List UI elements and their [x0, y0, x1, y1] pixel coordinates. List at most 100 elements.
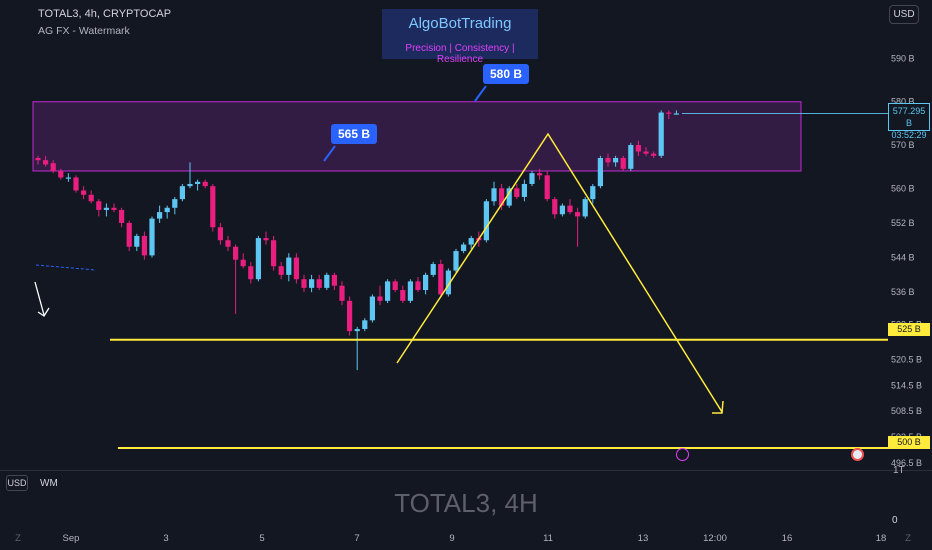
candle-body — [559, 205, 565, 215]
bottom-usd-button[interactable]: USD — [6, 475, 28, 491]
candle — [628, 142, 634, 171]
y-tick-label: 552 B — [891, 218, 915, 228]
candle-body — [248, 266, 254, 280]
candle — [385, 279, 391, 304]
candle — [331, 272, 337, 291]
timeframe-label: 1T — [893, 465, 905, 476]
candle — [461, 242, 467, 254]
x-tick-label: 3 — [163, 533, 168, 544]
candle-body — [552, 199, 558, 215]
candle-body — [445, 270, 451, 295]
last-price-value: 577.295 B — [892, 106, 926, 128]
candle-body — [225, 240, 231, 247]
candle — [643, 147, 649, 156]
x-tick-label: 9 — [449, 533, 454, 544]
candle-body — [506, 188, 512, 206]
candle — [582, 196, 588, 219]
candle — [309, 274, 315, 293]
candle-body — [613, 158, 619, 163]
candle-body — [263, 238, 269, 241]
candle — [392, 279, 398, 293]
dashed-trend-line — [35, 264, 97, 271]
candle — [605, 153, 611, 167]
candle — [119, 207, 125, 228]
candle — [362, 318, 368, 332]
candle-body — [377, 296, 383, 301]
candle-body — [278, 266, 284, 275]
resistance-zone — [32, 101, 802, 172]
x-tick-label: 13 — [638, 533, 649, 544]
candle-body — [385, 281, 391, 301]
candle-body — [620, 158, 626, 169]
callout-565b-pointer — [323, 145, 336, 162]
candle — [58, 168, 64, 180]
candle — [620, 155, 626, 171]
candle — [354, 326, 360, 371]
x-tick-label: 5 — [259, 533, 264, 544]
candle — [179, 183, 185, 202]
candle — [202, 179, 208, 189]
candle-body — [301, 279, 307, 288]
candle-body — [521, 183, 527, 197]
candle — [50, 160, 56, 174]
candle-body — [423, 274, 429, 291]
chart-title: TOTAL3, 4h, CRYPTOCAP — [38, 8, 172, 20]
event-icon-flag[interactable] — [851, 448, 864, 461]
candle-body — [461, 244, 467, 252]
candle-body — [575, 212, 581, 217]
candle — [559, 203, 565, 217]
candle — [111, 203, 117, 213]
candle-body — [316, 279, 322, 288]
x-tick-label: Z — [905, 533, 911, 544]
candle-body — [58, 170, 64, 178]
candle — [552, 196, 558, 219]
candle — [369, 294, 375, 323]
candle — [423, 272, 429, 295]
candle-body — [187, 183, 193, 187]
candle — [195, 179, 201, 191]
candle-body — [651, 153, 657, 156]
candle-body — [354, 328, 360, 332]
candle — [141, 231, 147, 260]
level-tag-500b: 500 B — [888, 436, 930, 449]
candle-body — [362, 320, 368, 329]
candle — [157, 205, 163, 223]
candle-body — [567, 205, 573, 213]
candle-body — [126, 222, 132, 247]
candle-body — [483, 201, 489, 241]
candle-body — [65, 177, 71, 179]
candle-body — [119, 209, 125, 223]
x-tick-label: Z — [15, 533, 21, 544]
y-tick-label: 590 B — [891, 53, 915, 63]
candle-body — [331, 274, 337, 286]
candle-body — [673, 113, 679, 115]
candle-body — [605, 158, 611, 163]
candle — [514, 183, 520, 200]
candle — [149, 216, 155, 258]
down-arrow-head — [37, 307, 50, 317]
callout-580b-pointer — [474, 85, 487, 102]
candle-body — [407, 281, 413, 301]
y-tick-label: 520.5 B — [891, 354, 922, 364]
currency-unit-button[interactable]: USD — [889, 5, 919, 24]
event-icon-lightning[interactable] — [676, 448, 689, 461]
y-tick-label: 514.5 B — [891, 380, 922, 390]
candle — [407, 279, 413, 304]
candle-body — [544, 175, 550, 200]
candle — [324, 272, 330, 291]
zero-label: 0 — [892, 515, 898, 526]
candle-body — [35, 158, 41, 161]
candle-body — [111, 207, 117, 210]
bottom-wm-button[interactable]: WM — [40, 478, 58, 489]
candle — [35, 155, 41, 165]
candle-body — [293, 257, 299, 280]
candle-body — [658, 112, 664, 156]
x-tick-label: 7 — [354, 533, 359, 544]
candle — [255, 235, 261, 282]
candle-body — [635, 145, 641, 152]
candle-body — [347, 300, 353, 332]
candle-body — [157, 212, 163, 219]
candle-body — [392, 281, 398, 291]
